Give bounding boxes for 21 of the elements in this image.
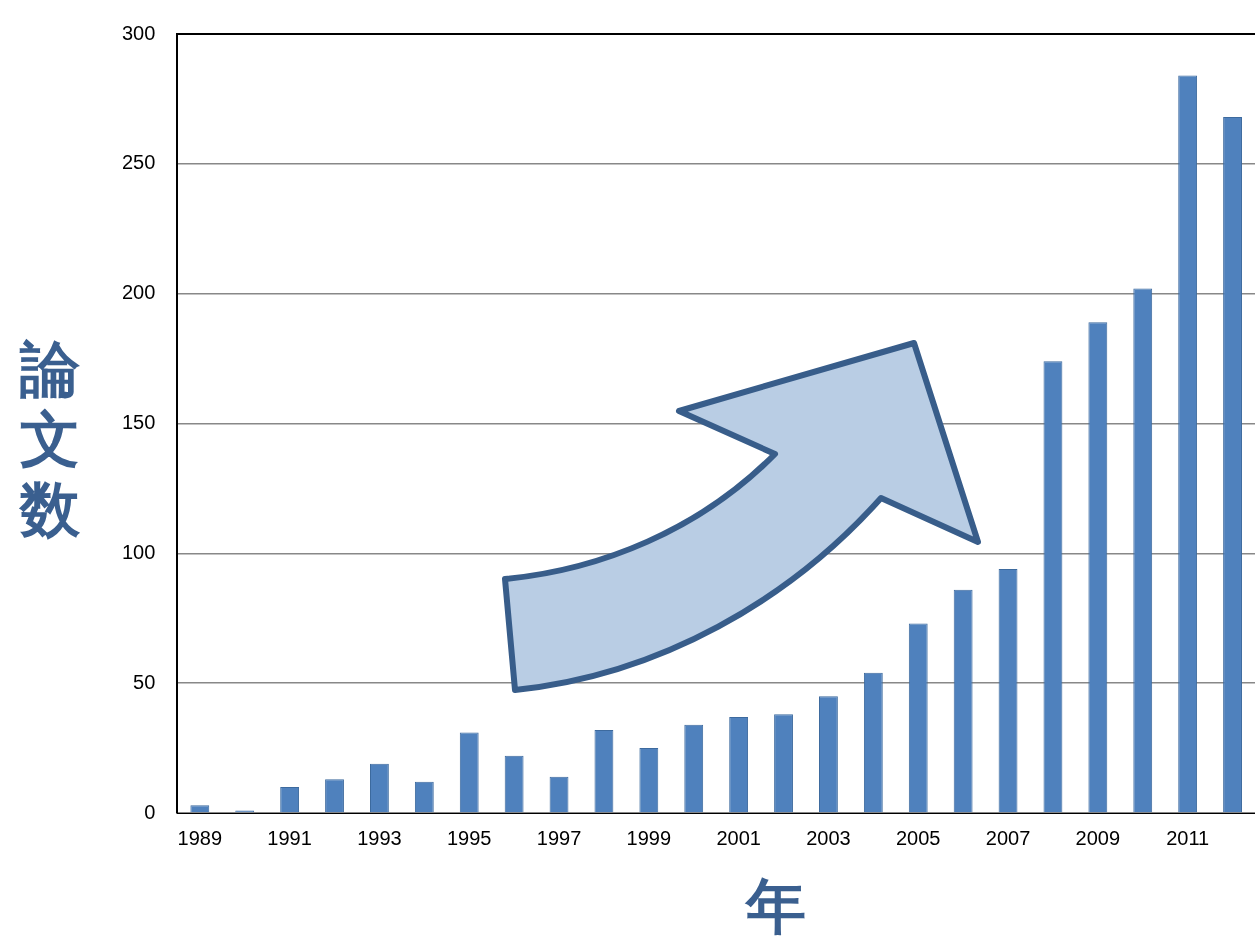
x-tick-label: 1999 xyxy=(626,826,672,849)
y-tick-label: 0 xyxy=(144,800,156,823)
x-tick-label: 1993 xyxy=(357,826,402,849)
y-tick-label: 200 xyxy=(121,281,156,304)
x-tick-label: 2003 xyxy=(806,826,851,849)
x-tick-label: 1991 xyxy=(267,826,312,849)
y-tick-label: 300 xyxy=(121,21,156,44)
x-tick-label: 2011 xyxy=(1166,826,1210,849)
x-axis-title: 年 xyxy=(744,872,807,940)
x-tick-label: 1989 xyxy=(177,826,223,849)
y-tick-label: 100 xyxy=(121,540,156,563)
x-tick-label: 2005 xyxy=(895,826,941,849)
x-tick-label: 2009 xyxy=(1075,826,1121,849)
x-tick-label: 2007 xyxy=(985,826,1031,849)
x-tick-label: 2001 xyxy=(716,826,761,849)
x-tick-label: 1995 xyxy=(446,826,492,849)
y-tick-label: 150 xyxy=(121,411,156,434)
x-tick-label: 1997 xyxy=(536,826,582,849)
y-tick-label: 50 xyxy=(133,670,156,693)
y-axis-title: 論文数 xyxy=(18,336,81,544)
y-tick-label: 250 xyxy=(121,151,156,174)
